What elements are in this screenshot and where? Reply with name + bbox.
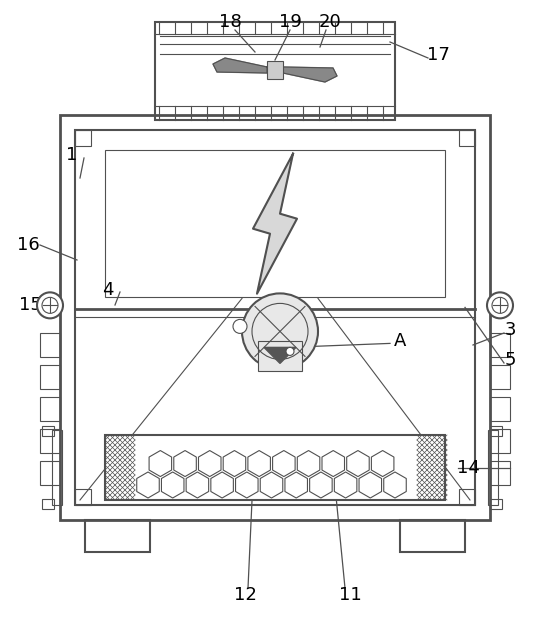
Text: 19: 19 [278, 13, 301, 31]
Bar [459, 489, 475, 505]
Bar [488, 430, 498, 505]
Polygon shape [253, 154, 297, 293]
Polygon shape [213, 58, 267, 73]
Bar [258, 341, 302, 371]
Bar [105, 435, 445, 500]
Bar [155, 22, 395, 120]
Bar [490, 397, 510, 421]
Text: 18: 18 [219, 13, 241, 31]
Text: A: A [394, 332, 406, 350]
Bar [459, 130, 475, 146]
Text: 4: 4 [102, 281, 114, 299]
Bar [40, 365, 60, 389]
Text: 11: 11 [339, 586, 361, 604]
Bar [40, 397, 60, 421]
Text: 5: 5 [504, 351, 516, 369]
Bar [40, 333, 60, 357]
Bar [400, 520, 465, 552]
Circle shape [492, 297, 508, 314]
Circle shape [242, 293, 318, 369]
Circle shape [286, 347, 294, 356]
Polygon shape [283, 67, 337, 82]
Bar [52, 430, 62, 505]
Circle shape [42, 297, 58, 314]
Text: 3: 3 [504, 321, 516, 339]
Bar [490, 333, 510, 357]
Circle shape [233, 319, 247, 334]
Text: 16: 16 [16, 236, 40, 254]
Bar [490, 429, 510, 453]
Bar [42, 499, 54, 509]
Text: 12: 12 [234, 586, 256, 604]
Polygon shape [264, 347, 296, 364]
Bar [42, 426, 54, 436]
Text: 14: 14 [456, 459, 480, 477]
Bar [105, 150, 445, 297]
Bar [40, 429, 60, 453]
Circle shape [37, 292, 63, 319]
Bar [490, 365, 510, 389]
Text: 20: 20 [318, 13, 342, 31]
Text: 1: 1 [67, 146, 78, 164]
Text: 17: 17 [427, 46, 449, 64]
Bar [75, 489, 91, 505]
Bar [75, 130, 91, 146]
Bar [267, 61, 283, 79]
Bar [490, 461, 510, 485]
Text: 15: 15 [19, 297, 41, 314]
Circle shape [487, 292, 513, 319]
Bar [490, 499, 502, 509]
Bar [75, 130, 475, 505]
Bar [60, 115, 490, 520]
Bar [490, 426, 502, 436]
Bar [85, 520, 150, 552]
Bar [40, 461, 60, 485]
